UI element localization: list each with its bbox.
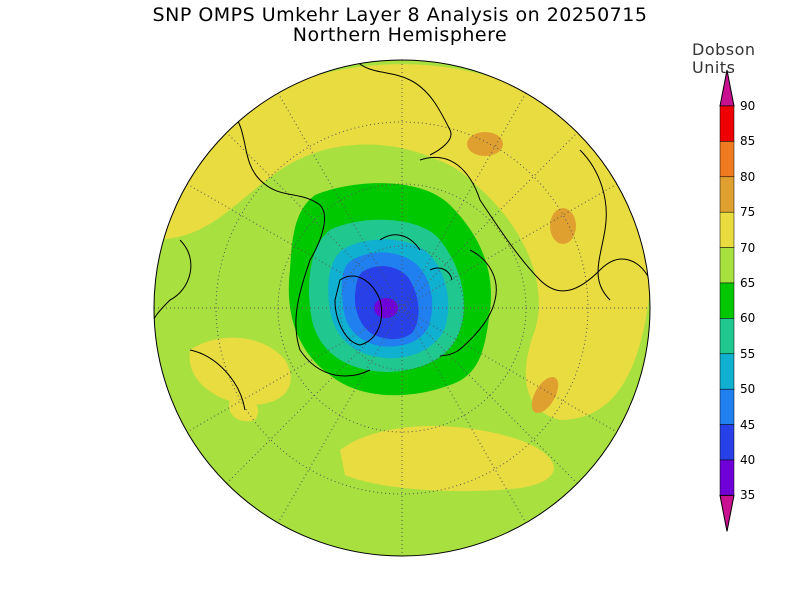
colorbar-tick-label: 65: [740, 276, 756, 290]
colorbar-tick-label: 90: [740, 99, 756, 113]
map-title: SNP OMPS Umkehr Layer 8 Analysis on 2025…: [152, 4, 648, 26]
colorbar-swatch-90: [719, 105, 735, 142]
coastline-eurasia: [419, 156, 650, 292]
colorbar-tick-label: 35: [740, 488, 756, 503]
colorbar-swatch-75: [719, 211, 735, 248]
colorbar-tick-label: 45: [740, 417, 756, 432]
coastline-america-south: [189, 349, 246, 411]
coastline-greenland: [334, 275, 383, 346]
colorbar-swatch-80: [719, 176, 735, 213]
coastline-north-america: [229, 109, 371, 377]
contour-70-south: [340, 426, 554, 492]
contour-75-a: [467, 132, 503, 156]
colorbar-swatch-85: [719, 141, 735, 178]
coastline-asia-east: [579, 149, 611, 301]
colorbar-swatch-40: [719, 459, 735, 496]
coastline-arctic-islands: [379, 234, 453, 281]
colorbar-swatch-55: [719, 353, 735, 390]
colorbar-units-line1: Dobson: [692, 40, 756, 59]
colorbar-swatch-70: [719, 247, 735, 284]
colorbar-swatch-60: [719, 318, 735, 355]
colorbar-tick-label: 60: [740, 311, 756, 326]
map-subtitle: Northern Hemisphere: [292, 24, 508, 46]
contour-70-north-ring: [154, 64, 650, 420]
colorbar-tick-label: 70: [740, 240, 756, 255]
coastline-top: [354, 60, 452, 156]
colorbar-swatch-50: [719, 388, 735, 425]
coastline-europe: [439, 249, 497, 357]
contour-70-west: [189, 337, 291, 405]
colorbar-swatch-65: [719, 282, 735, 319]
map-border: [153, 59, 651, 557]
colorbar-tick-label: 55: [740, 346, 756, 361]
colorbar-tick-label: 50: [740, 382, 756, 397]
contour-75-b: [550, 208, 576, 244]
contour-75-c: [531, 376, 559, 414]
colorbar-units-line2: Units: [692, 58, 736, 77]
coastline-alaska: [154, 239, 192, 331]
colorbar-bottom-arrow: [719, 494, 735, 532]
colorbar-tick-label: 85: [740, 134, 756, 149]
colorbar-tick-label: 40: [740, 453, 756, 467]
colorbar-swatch-45: [719, 424, 735, 461]
colorbar-tick-label: 75: [740, 205, 756, 220]
colorbar-tick-label: 80: [740, 169, 756, 184]
